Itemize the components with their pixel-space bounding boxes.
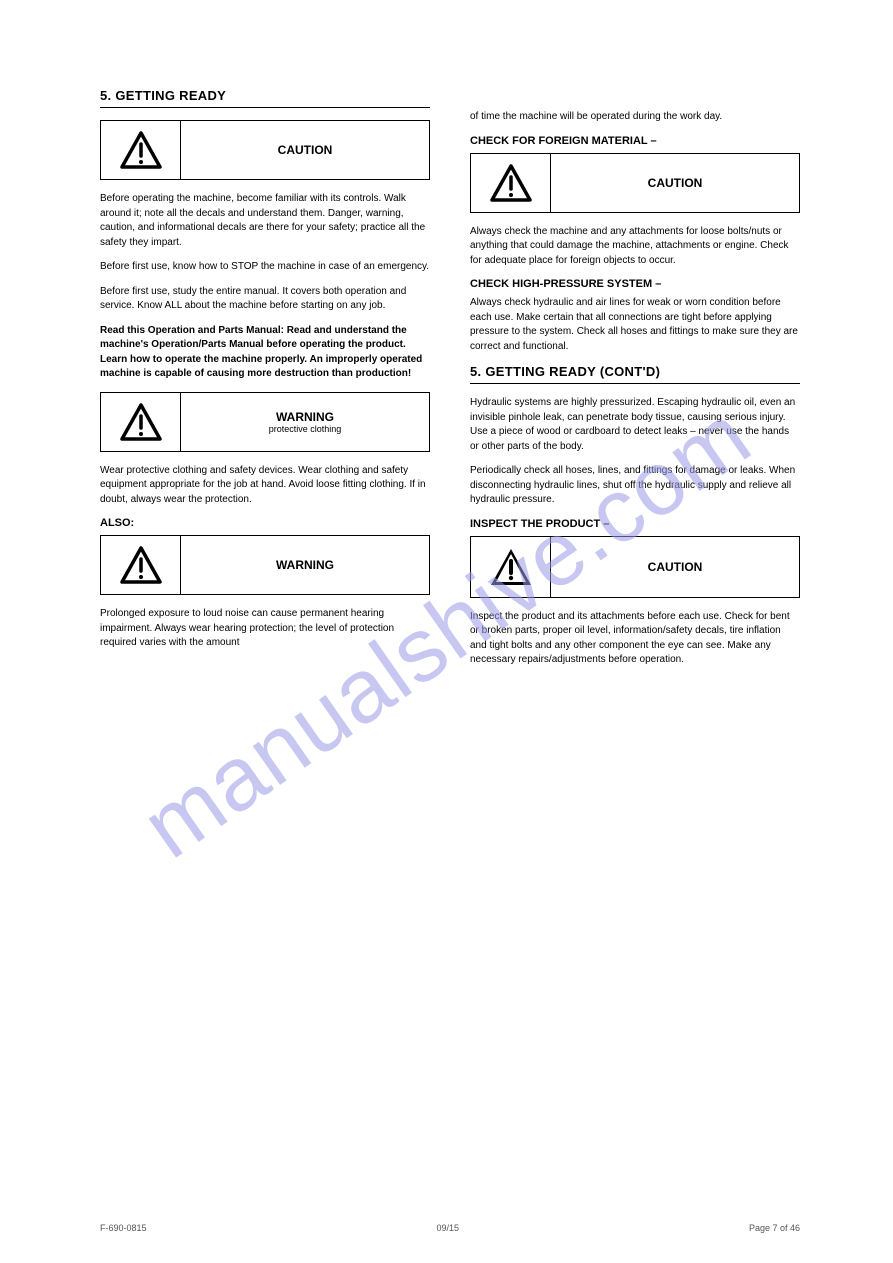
body-paragraph: Before first use, know how to STOP the m…: [100, 260, 430, 275]
callout-caution-foreign: CAUTION: [470, 153, 800, 213]
footer-page-number: Page 7 of 46: [749, 1223, 800, 1233]
subtitle-inspect-product: INSPECT THE PRODUCT –: [470, 518, 800, 530]
warning-triangle-icon: [471, 154, 551, 212]
section-title-getting-ready-contd: 5. GETTING READY (cont'd): [470, 364, 800, 384]
warning-triangle-icon: [101, 393, 181, 451]
body-paragraph: Periodically check all hoses, lines, and…: [470, 464, 800, 508]
footer-date: 09/15: [436, 1223, 459, 1233]
right-column: of time the machine will be operated dur…: [470, 80, 800, 678]
body-paragraph: of time the machine will be operated dur…: [470, 110, 800, 125]
callout-warning-clothing: WARNING protective clothing: [100, 392, 430, 452]
body-paragraph-strong: Read this Operation and Parts Manual: Re…: [100, 324, 430, 382]
callout-label: CAUTION: [551, 537, 799, 597]
footer-doc-id: F-690-0815: [100, 1223, 147, 1233]
callout-caution-inspect: CAUTION: [470, 536, 800, 598]
body-paragraph: Before first use, study the entire manua…: [100, 285, 430, 314]
subtitle-also: ALSO:: [100, 517, 430, 529]
subtitle-foreign-material: CHECK FOR FOREIGN MATERIAL –: [470, 135, 800, 147]
body-paragraph: Wear protective clothing and safety devi…: [100, 464, 430, 508]
warning-triangle-icon: [101, 121, 181, 179]
page-footer: F-690-0815 09/15 Page 7 of 46: [100, 1223, 800, 1233]
callout-label: CAUTION: [551, 154, 799, 212]
callout-warning-noise: WARNING: [100, 535, 430, 595]
callout-caution-1: CAUTION: [100, 120, 430, 180]
page-content: 5. GETTING READY CAUTION Before operatin…: [100, 80, 800, 678]
warning-triangle-icon: [471, 537, 551, 597]
body-paragraph: Inspect the product and its attachments …: [470, 610, 800, 668]
body-paragraph: Always check the machine and any attachm…: [470, 225, 800, 269]
subtitle-high-pressure: CHECK HIGH-PRESSURE SYSTEM –: [470, 278, 800, 290]
callout-label: WARNING: [181, 536, 429, 594]
callout-label: CAUTION: [181, 121, 429, 179]
body-paragraph: Always check hydraulic and air lines for…: [470, 296, 800, 354]
warning-triangle-icon: [101, 536, 181, 594]
body-paragraph: Prolonged exposure to loud noise can cau…: [100, 607, 430, 651]
callout-main-label: WARNING: [269, 410, 342, 424]
section-title-getting-ready: 5. GETTING READY: [100, 88, 430, 108]
body-paragraph: Hydraulic systems are highly pressurized…: [470, 396, 800, 454]
callout-sub-label: protective clothing: [269, 424, 342, 434]
callout-label: WARNING protective clothing: [181, 393, 429, 451]
left-column: 5. GETTING READY CAUTION Before operatin…: [100, 80, 430, 678]
body-paragraph: Before operating the machine, become fam…: [100, 192, 430, 250]
